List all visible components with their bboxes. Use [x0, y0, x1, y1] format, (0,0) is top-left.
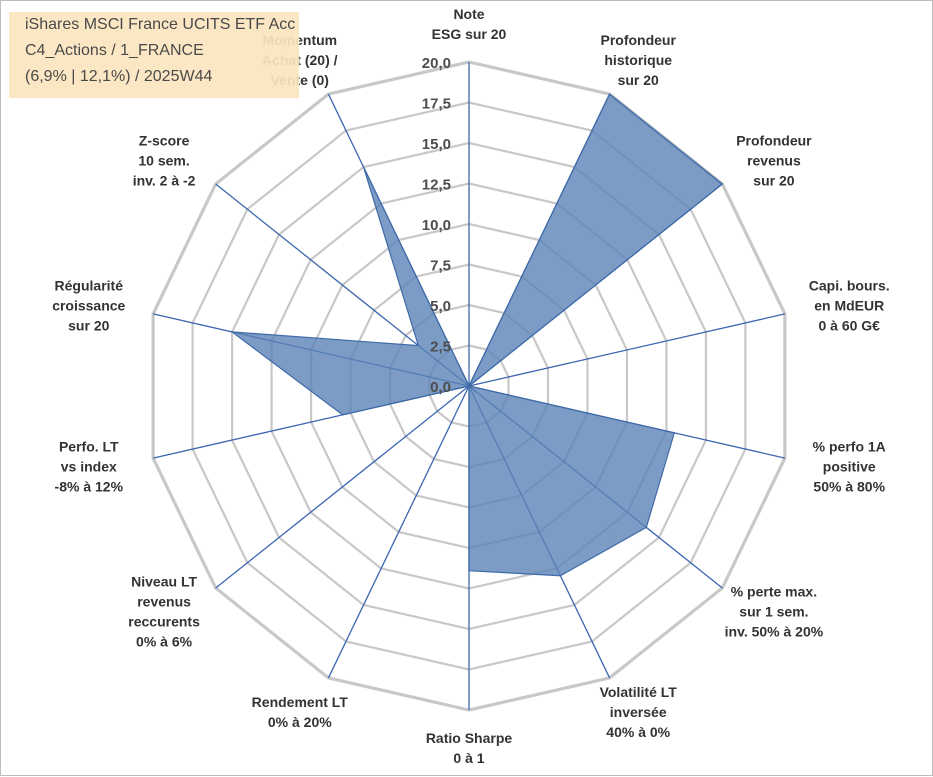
axis-label: Niveau LT revenus reccurents 0% à 6%: [128, 574, 200, 650]
tick-label: 17,5: [422, 96, 451, 113]
tick-layer: 0,0 2,5 5,0 7,5 10,0 12,5 15,0 17,5 20,0: [422, 55, 451, 396]
axis-label: Profondeur revenus sur 20: [736, 132, 812, 188]
tick-label: 7,5: [430, 258, 451, 275]
tick-label: 2,5: [430, 339, 451, 356]
tick-label: 10,0: [422, 217, 451, 234]
axis-label: Note ESG sur 20: [432, 6, 507, 42]
axis-label: Régularité croissance sur 20: [52, 277, 125, 333]
title-box: iShares MSCI France UCITS ETF Acc C4_Act…: [9, 12, 299, 98]
axis-label: Volatilité LT inversée 40% à 0%: [600, 684, 678, 740]
axis-label: Capi. bours. en MdEUR 0 à 60 G€: [809, 277, 890, 333]
series-layer: [230, 93, 724, 577]
axis-label: % perfo 1A positive 50% à 80%: [813, 439, 886, 495]
tick-label: 12,5: [422, 177, 451, 194]
series-area: [230, 93, 724, 577]
axis-label: Perfo. LT vs index -8% à 12%: [55, 439, 124, 495]
tick-label: 15,0: [422, 136, 451, 153]
axis-label: Rendement LT 0% à 20%: [252, 694, 349, 730]
title-line-3: (6,9% | 12,1%) / 2025W44: [25, 68, 213, 85]
axis-label: Ratio Sharpe 0 à 1: [426, 730, 513, 766]
axis-label: % perte max. sur 1 sem. inv. 50% à 20%: [725, 584, 824, 640]
axis-spoke: [327, 385, 470, 679]
tick-label: 5,0: [430, 298, 451, 315]
tick-label: 20,0: [422, 55, 451, 72]
title-line-2: C4_Actions / 1_FRANCE: [25, 42, 204, 59]
title-line-1: iShares MSCI France UCITS ETF Acc: [25, 16, 296, 33]
axis-label: Z-score 10 sem. inv. 2 à -2: [133, 132, 196, 188]
axis-label: Profondeur historique sur 20: [600, 32, 676, 88]
tick-label: 0,0: [430, 379, 451, 396]
axis-spoke: [468, 313, 786, 387]
axis-spoke: [215, 385, 470, 589]
